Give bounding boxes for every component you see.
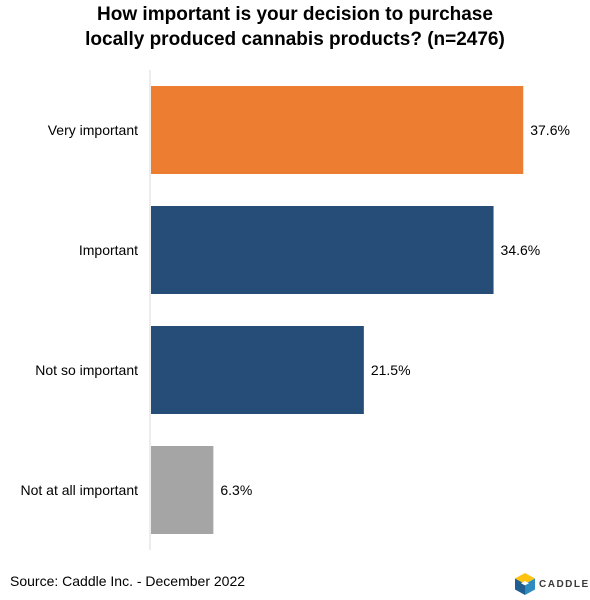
chart-title: How important is your decision to purcha… [0,2,590,52]
bar-0 [151,86,524,174]
bar-2 [151,326,364,414]
category-label-1: Important [79,242,138,258]
chart-title-line-2: locally produced cannabis products? (n=2… [85,29,505,50]
data-label-2: 21.5% [371,362,411,378]
caddle-cube-icon [515,573,535,595]
data-label-0: 37.6% [530,122,570,138]
bar-3 [151,446,214,534]
category-label-2: Not so important [35,362,138,378]
chart-title-line-1: How important is your decision to purcha… [97,4,493,25]
data-label-1: 34.6% [501,242,541,258]
caddle-logo: CADDLE [514,572,590,596]
category-label-3: Not at all important [21,482,139,498]
source-note: Source: Caddle Inc. - December 2022 [10,573,246,589]
logo-wordmark: CADDLE [539,578,590,590]
data-label-3: 6.3% [220,482,252,498]
category-label-0: Very important [48,122,138,138]
bar-1 [151,206,494,294]
